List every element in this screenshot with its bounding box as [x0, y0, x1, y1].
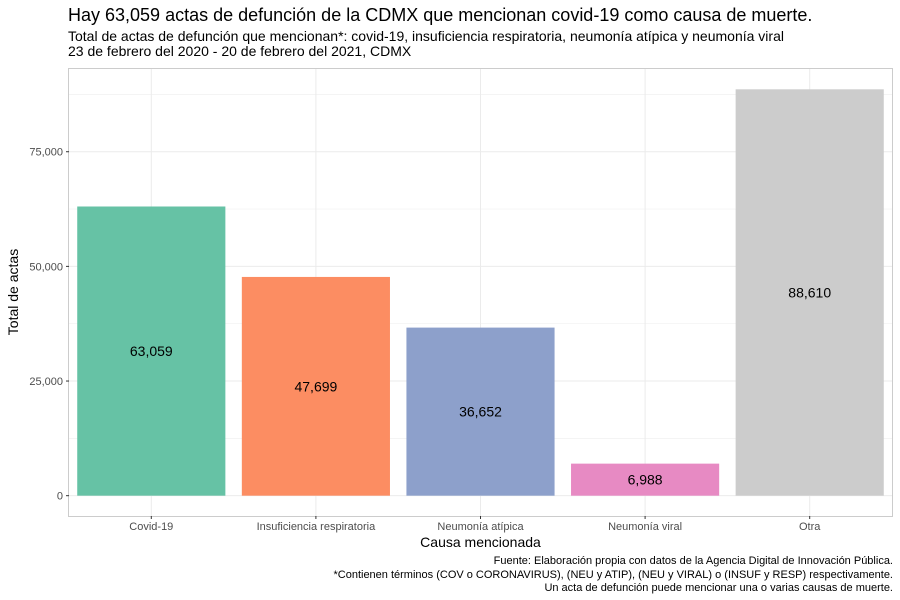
x-tick-label: Neumonía atípica	[437, 521, 524, 533]
bar-value-label: 6,988	[628, 472, 663, 488]
bar	[571, 463, 720, 496]
bar-value-label: 88,610	[788, 285, 831, 301]
bar-value-label: 36,652	[459, 404, 502, 420]
caption-line-3: Un acta de defunción puede mencionar una…	[544, 582, 893, 594]
caption-line-1: Fuente: Elaboración propia con datos de …	[493, 555, 893, 567]
x-tick-label: Insuficiencia respiratoria	[257, 521, 376, 533]
y-tick-label: 75,000	[29, 147, 63, 159]
bars	[77, 89, 884, 496]
y-axis-ticks: 0 25,000 50,000 75,000	[29, 147, 69, 503]
caption-line-2: *Contienen términos (COV o CORONAVIRUS),…	[333, 568, 893, 581]
chart-subtitle: Total de actas de defunción que menciona…	[68, 29, 784, 59]
bar	[77, 206, 226, 496]
y-tick-label: 0	[57, 491, 63, 503]
x-tick-label: Neumonía viral	[608, 521, 682, 533]
x-tick-label: Otra	[799, 521, 821, 533]
chart-title: Hay 63,059 actas de defunción de la CDMX…	[68, 5, 813, 25]
bar	[735, 89, 884, 496]
y-tick-label: 50,000	[29, 261, 63, 273]
chart-caption: Fuente: Elaboración propia con datos de …	[333, 555, 893, 596]
bar	[241, 276, 390, 496]
x-tick-label: Covid-19	[129, 521, 173, 533]
bar-labels: 63,059 47,699 36,652 6,988 88,610	[130, 285, 831, 488]
x-axis-title: Causa mencionada	[420, 534, 541, 550]
y-axis-title: Total de actas	[5, 249, 21, 335]
y-tick-label: 25,000	[29, 376, 63, 388]
bar-value-label: 47,699	[294, 378, 337, 394]
subtitle-line-1: Total de actas de defunción que menciona…	[68, 28, 784, 44]
subtitle-line-2: 23 de febrero del 2020 - 20 de febrero d…	[68, 43, 412, 59]
bar-value-label: 63,059	[130, 343, 173, 359]
bar	[406, 327, 555, 496]
x-axis-ticks: Covid-19 Insuficiencia respiratoria Neumon…	[129, 516, 821, 533]
